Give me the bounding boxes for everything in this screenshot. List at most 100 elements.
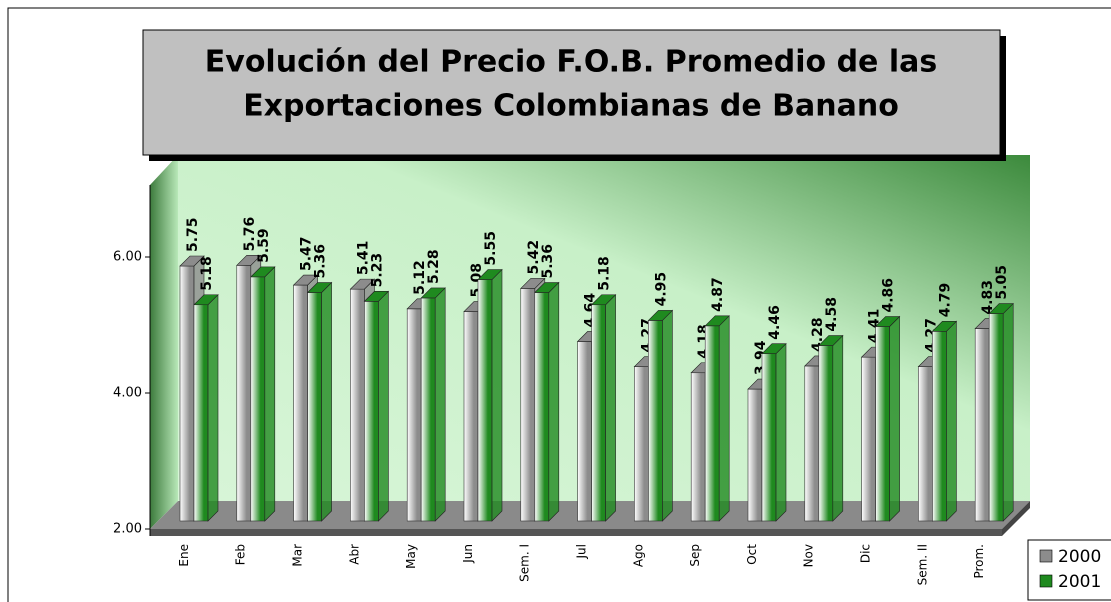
data-label: 5.05 bbox=[994, 265, 1010, 300]
bar bbox=[761, 342, 787, 522]
bar-top bbox=[818, 335, 844, 346]
x-tick-label: May bbox=[404, 544, 418, 569]
bar-top bbox=[647, 310, 674, 321]
bar bbox=[818, 334, 844, 522]
bar-front bbox=[761, 353, 777, 522]
bar-front bbox=[577, 341, 592, 522]
bar bbox=[931, 320, 958, 522]
bar-front bbox=[534, 292, 550, 522]
x-tick-label: Sem. I bbox=[518, 544, 532, 582]
bar bbox=[250, 266, 276, 522]
title-box bbox=[142, 29, 1001, 156]
bar-front bbox=[350, 288, 365, 522]
chart-title: Evolución del Precio F.O.B. Promedio de … bbox=[205, 45, 937, 80]
data-label: 5.59 bbox=[256, 228, 272, 263]
x-tick-label: Jul bbox=[575, 544, 589, 559]
data-label: 4.79 bbox=[937, 283, 953, 318]
bar-side bbox=[378, 290, 389, 522]
bar bbox=[534, 281, 560, 522]
bar-front bbox=[364, 301, 379, 522]
bar-side bbox=[548, 281, 560, 522]
x-tick-label: Prom. bbox=[972, 544, 986, 579]
y-tick-label: 6.00 bbox=[113, 250, 142, 265]
bar-front bbox=[988, 313, 1004, 522]
side-wall bbox=[150, 155, 178, 529]
bar-side bbox=[434, 287, 446, 522]
y-tick-label: 4.00 bbox=[113, 386, 142, 401]
bar-top bbox=[363, 291, 390, 302]
bar bbox=[420, 287, 446, 522]
data-label: 5.36 bbox=[313, 244, 329, 279]
bar-top bbox=[704, 315, 730, 327]
bar-front bbox=[690, 372, 706, 522]
bar bbox=[306, 281, 333, 522]
bar-front bbox=[463, 311, 479, 522]
chart-title: Exportaciones Colombianas de Banano bbox=[243, 89, 899, 124]
data-label: 5.12 bbox=[412, 260, 428, 295]
data-label: 4.86 bbox=[881, 278, 897, 313]
bar-side bbox=[889, 315, 900, 522]
data-label: 4.58 bbox=[824, 297, 840, 332]
bar-top bbox=[349, 278, 376, 290]
bar-front bbox=[932, 330, 947, 522]
bar-side bbox=[491, 268, 503, 522]
data-label: 4.83 bbox=[980, 280, 996, 315]
bar-front bbox=[520, 288, 536, 522]
bar-top bbox=[534, 282, 560, 293]
legend-label: 2000 bbox=[1058, 547, 1101, 567]
bar bbox=[988, 302, 1014, 522]
bar-front bbox=[804, 365, 820, 522]
floor-edge bbox=[150, 529, 1002, 536]
x-tick-label: Feb bbox=[234, 544, 248, 565]
legend-label: 2001 bbox=[1058, 572, 1101, 592]
bar-side bbox=[775, 342, 787, 522]
bar-front bbox=[747, 388, 763, 522]
floor-edge bbox=[1002, 501, 1030, 536]
bar-side bbox=[662, 309, 673, 522]
x-tick-label: Nov bbox=[802, 544, 816, 567]
x-tick-label: Dic bbox=[859, 544, 873, 563]
data-label: 5.76 bbox=[242, 217, 258, 252]
bar-front bbox=[704, 325, 720, 522]
bar-side bbox=[946, 320, 957, 522]
bar bbox=[647, 309, 674, 522]
data-label: 4.87 bbox=[710, 277, 726, 312]
bar-top bbox=[988, 303, 1014, 314]
bar-front bbox=[293, 284, 308, 522]
bar-front bbox=[307, 292, 322, 522]
data-label: 5.36 bbox=[540, 244, 556, 279]
bar-side bbox=[321, 281, 332, 522]
bar-front bbox=[634, 366, 649, 522]
bar-front bbox=[974, 328, 990, 522]
bar bbox=[590, 294, 617, 522]
bar-side bbox=[718, 315, 730, 522]
bar-front bbox=[406, 308, 422, 522]
bar-top bbox=[193, 294, 219, 306]
bar-top bbox=[931, 320, 958, 332]
bar-front bbox=[179, 265, 195, 522]
bar bbox=[704, 315, 730, 522]
bar-side bbox=[264, 266, 276, 522]
data-label: 4.95 bbox=[653, 272, 669, 307]
bar-front bbox=[918, 366, 933, 522]
bar-front bbox=[818, 345, 834, 522]
y-tick-label: 2.00 bbox=[113, 522, 142, 537]
legend-swatch bbox=[1039, 574, 1053, 588]
data-label: 5.41 bbox=[355, 241, 371, 276]
data-label: 4.46 bbox=[767, 305, 783, 340]
bar bbox=[193, 294, 219, 522]
x-tick-label: Abr bbox=[347, 544, 361, 565]
x-tick-label: Mar bbox=[291, 544, 305, 567]
data-label: 5.18 bbox=[199, 256, 215, 291]
bar-top bbox=[874, 316, 901, 327]
data-label: 5.28 bbox=[426, 249, 442, 284]
bar-front bbox=[591, 304, 606, 522]
bar-top bbox=[292, 274, 319, 286]
data-label: 5.18 bbox=[597, 256, 613, 291]
bar-side bbox=[605, 294, 616, 522]
bar-top bbox=[250, 266, 276, 278]
bar-front bbox=[875, 326, 890, 522]
x-tick-label: Sep bbox=[688, 544, 702, 567]
x-tick-label: Sem. II bbox=[915, 544, 929, 585]
